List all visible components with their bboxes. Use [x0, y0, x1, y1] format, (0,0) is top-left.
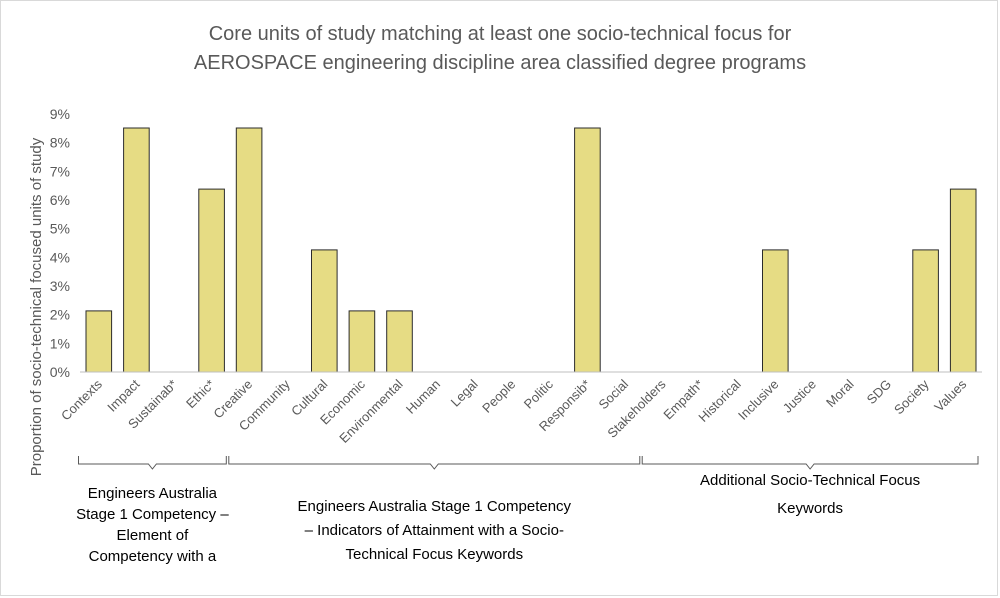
- x-tick-label: Moral: [823, 376, 857, 410]
- group-bracket-additional-keywords: [641, 456, 979, 470]
- group-label-ea-indicators: Technical Focus Keywords: [346, 546, 524, 563]
- group-label-additional-keywords: Keywords: [777, 500, 843, 517]
- y-tick-label: 9%: [50, 106, 70, 122]
- x-tick-label: People: [479, 377, 518, 416]
- bar-environmental: [386, 310, 413, 373]
- bar-responsib: [574, 127, 601, 373]
- chart-title: Core units of study matching at least on…: [194, 23, 806, 74]
- bar-economic: [348, 310, 376, 373]
- group-label-ea-elements: Stage 1 Competency –: [76, 506, 229, 523]
- x-tick-label: Ethic*: [183, 377, 218, 412]
- x-tick-label: Society: [891, 376, 932, 417]
- bar-ethic: [198, 188, 225, 373]
- y-tick-label: 8%: [50, 135, 70, 151]
- y-tick-label: 7%: [50, 163, 70, 179]
- x-tick-label: Legal: [448, 376, 481, 409]
- chart-title-line-1: Core units of study matching at least on…: [209, 23, 792, 45]
- bar-values: [949, 188, 977, 373]
- bar-impact: [123, 127, 150, 373]
- group-label-ea-indicators: – Indicators of Attainment with a Socio-: [305, 522, 564, 539]
- category-groups: Engineers Australia Stage 1 Competency – E…: [76, 456, 979, 565]
- x-tick-label: SDG: [864, 377, 895, 408]
- x-tick-label: Politic: [521, 376, 556, 411]
- y-axis-ticks: 0% 1% 2% 3% 4% 5% 6% 7% 8% 9%: [50, 106, 70, 380]
- x-tick-label: Inclusive: [735, 377, 781, 423]
- chart-title-line-2: AEROSPACE engineering discipline area cl…: [194, 52, 806, 74]
- group-label-ea-elements: Competency with a: [89, 548, 217, 565]
- group-label-ea-indicators: Engineers Australia Stage 1 Competency: [298, 498, 572, 515]
- bar-contexts: [85, 310, 113, 373]
- group-label-ea-elements: Element of: [117, 527, 190, 544]
- y-tick-label: 4%: [50, 249, 70, 265]
- x-tick-label: Values: [931, 376, 969, 414]
- group-label-ea-elements: Engineers Australia: [88, 485, 218, 502]
- bar-inclusive: [762, 249, 789, 373]
- group-label-additional-keywords: Additional Socio-Technical Focus: [700, 472, 920, 489]
- y-tick-label: 0%: [50, 364, 70, 380]
- y-tick-label: 6%: [50, 192, 70, 208]
- group-bracket-ea-indicators: [228, 456, 641, 470]
- x-tick-label: Contexts: [58, 376, 105, 423]
- x-tick-label: Human: [403, 377, 443, 417]
- x-tick-label: Justice: [780, 377, 819, 416]
- y-tick-label: 5%: [50, 221, 70, 237]
- x-tick-label: Social: [595, 376, 631, 412]
- bars: [85, 127, 977, 373]
- bar-society: [912, 249, 939, 373]
- y-tick-label: 1%: [50, 335, 70, 351]
- y-tick-label: 3%: [50, 278, 70, 294]
- y-tick-label: 2%: [50, 307, 70, 323]
- y-axis-label: Proportion of socio-technical focused un…: [28, 137, 45, 476]
- group-bracket-ea-elements: [78, 456, 227, 470]
- bar-cultural: [311, 249, 338, 373]
- bar-creative: [235, 127, 263, 373]
